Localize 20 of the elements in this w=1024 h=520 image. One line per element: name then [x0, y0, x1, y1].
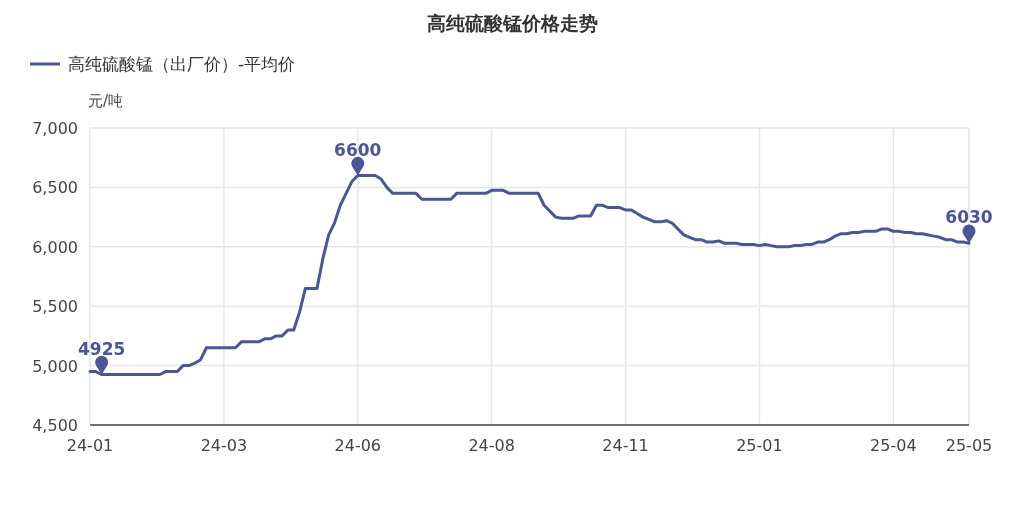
y-tick-label: 5,500: [32, 297, 78, 317]
y-tick-label: 7,000: [32, 119, 78, 138]
x-tick-label: 25-01: [736, 436, 783, 455]
legend-label: 高纯硫酸锰（出厂价）-平均价: [68, 54, 296, 74]
data-label: 6030: [945, 207, 993, 228]
chart-title: 高纯硫酸锰价格走势: [426, 12, 598, 34]
y-tick-label: 5,000: [32, 356, 78, 376]
x-tick-label: 25-04: [870, 436, 917, 455]
x-tick-label: 24-03: [200, 436, 248, 455]
x-tick-label: 25-05: [945, 436, 993, 455]
x-tick-label: 24-08: [468, 436, 515, 455]
data-label: 6600: [334, 139, 382, 160]
y-tick-label: 6,500: [32, 178, 78, 198]
x-tick-label: 24-01: [66, 436, 114, 455]
x-tick-label: 24-11: [602, 436, 649, 455]
y-tick-label: 4,500: [32, 416, 78, 435]
y-tick-label: 6,000: [32, 237, 78, 257]
x-tick-label: 24-06: [334, 436, 382, 455]
data-label: 4925: [77, 338, 126, 359]
y-axis-title: 元/吨: [88, 92, 124, 110]
